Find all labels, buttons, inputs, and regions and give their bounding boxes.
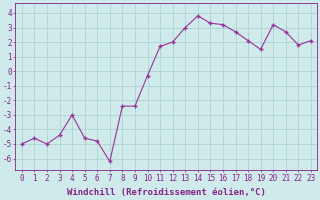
X-axis label: Windchill (Refroidissement éolien,°C): Windchill (Refroidissement éolien,°C) xyxy=(67,188,266,197)
